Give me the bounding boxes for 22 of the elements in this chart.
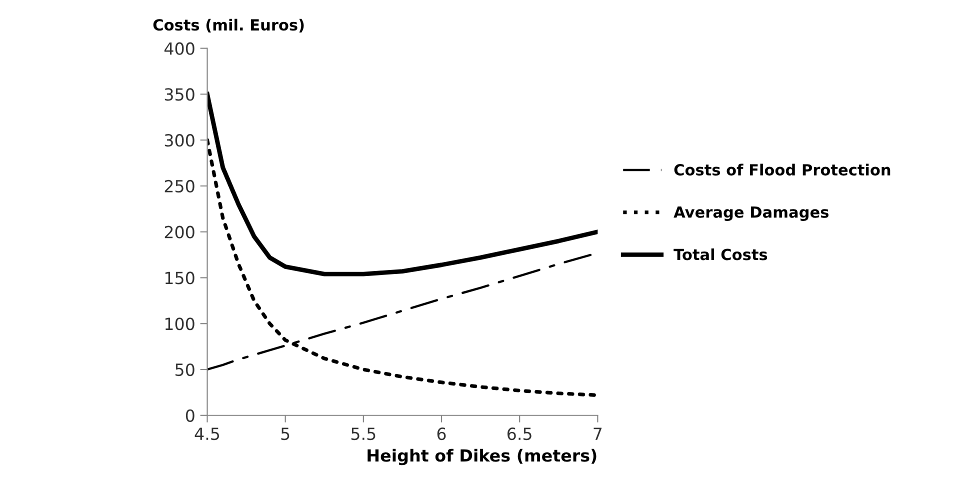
x-tick-label: 5 <box>281 428 290 440</box>
y-tick-label: 150 <box>165 272 194 284</box>
y-tick-label: 300 <box>164 134 194 147</box>
line-series <box>207 138 598 397</box>
y-tick-label: 200 <box>164 226 194 238</box>
legend-label: Total Costs <box>674 248 768 260</box>
x-tick-label: 6.5 <box>508 427 532 440</box>
line-series <box>207 92 598 276</box>
y-axis-title: Costs (mil. Euros) <box>153 18 304 32</box>
y-tick-label: 250 <box>164 180 194 193</box>
legend-label: Average Damages <box>674 206 828 221</box>
x-tick-label: 4.5 <box>194 428 220 440</box>
y-tick-label: 400 <box>164 42 194 55</box>
legend-label: Costs of Flood Protection <box>674 164 890 176</box>
x-axis-title: Height of Dikes (meters) <box>368 448 596 466</box>
x-tick-label: 6 <box>437 427 446 440</box>
x-tick-label: 7 <box>594 428 602 440</box>
x-tick-label: 5.5 <box>351 428 376 440</box>
y-tick-label: 100 <box>165 318 194 330</box>
y-tick-label: 50 <box>176 363 194 376</box>
y-tick-label: 350 <box>164 88 194 101</box>
y-tick-label: 0 <box>186 409 194 422</box>
